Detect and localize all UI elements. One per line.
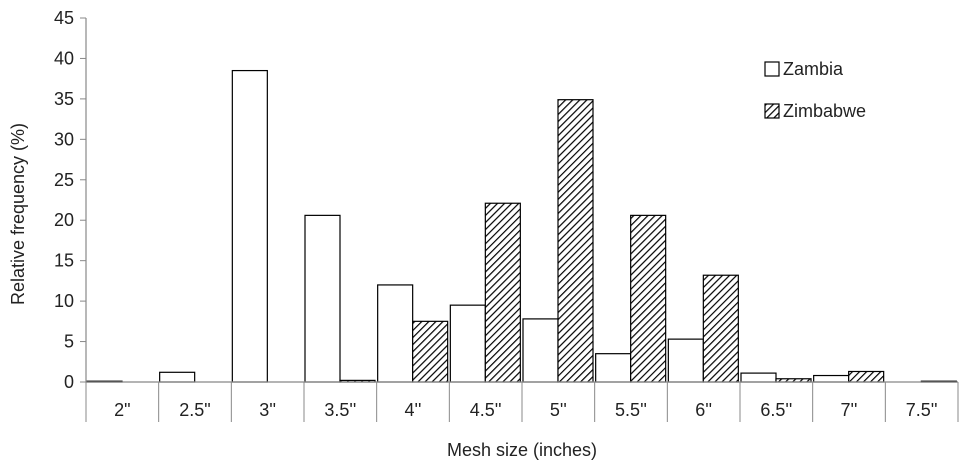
y-tick-label: 35 (54, 89, 74, 109)
y-tick-label: 15 (54, 251, 74, 271)
bar-zambia (522, 318, 559, 383)
x-tick-label: 2" (114, 400, 130, 420)
x-tick-label: 6'' (695, 400, 712, 420)
bar-zimbabwe (412, 320, 449, 383)
x-tick-label: 4.5'' (470, 400, 502, 420)
y-tick-label: 25 (54, 170, 74, 190)
y-tick-label: 40 (54, 48, 74, 68)
bar-zimbabwe (702, 274, 739, 383)
bar-zambia (595, 353, 632, 383)
bar-zambia (667, 338, 704, 383)
bar-zambia (304, 214, 341, 383)
x-tick-label: 3'' (259, 400, 276, 420)
legend-swatch-zambia (764, 61, 780, 77)
bar-zimbabwe (848, 370, 885, 383)
y-tick-label: 0 (64, 372, 74, 392)
bar-zambia (159, 371, 196, 383)
y-axis-title: Relative frequency (%) (8, 123, 28, 305)
x-tick-label: 7.5'' (906, 400, 938, 420)
bar-zambia (813, 374, 850, 383)
bar-zimbabwe (557, 99, 594, 383)
x-axis-ticks: 2" 2.5" 3'' 3.5'' 4'' 4.5'' 5'' 5.5'' 6'' 6.5'' 7'… (85, 382, 959, 422)
x-tick-label: 5'' (550, 400, 567, 420)
x-tick-label: 3.5'' (324, 400, 356, 420)
legend-swatch-zimbabwe (764, 103, 780, 119)
legend-label-zambia: Zambia (783, 59, 844, 79)
y-axis-ticks: 0 5 10 15 20 25 30 35 40 45 (54, 8, 86, 392)
x-tick-label: 7'' (841, 400, 858, 420)
y-tick-label: 10 (54, 291, 74, 311)
legend-label-zimbabwe: Zimbabwe (783, 101, 866, 121)
y-tick-label: 45 (54, 8, 74, 28)
bar-zambia (740, 372, 777, 383)
x-tick-label: 4'' (405, 400, 422, 420)
bars-group (86, 69, 957, 383)
bar-zimbabwe (484, 202, 521, 383)
y-tick-label: 5 (64, 332, 74, 352)
bar-zambia (231, 69, 268, 383)
bar-zimbabwe (630, 214, 667, 383)
y-tick-label: 20 (54, 210, 74, 230)
bar-zambia (449, 304, 486, 383)
legend: Zambia Zimbabwe (764, 59, 866, 121)
y-tick-label: 30 (54, 129, 74, 149)
x-tick-label: 5.5'' (615, 400, 647, 420)
x-axis-title: Mesh size (inches) (447, 440, 597, 460)
bar-zambia (377, 284, 414, 383)
x-tick-label: 2.5" (179, 400, 210, 420)
x-tick-label: 6.5'' (760, 400, 792, 420)
